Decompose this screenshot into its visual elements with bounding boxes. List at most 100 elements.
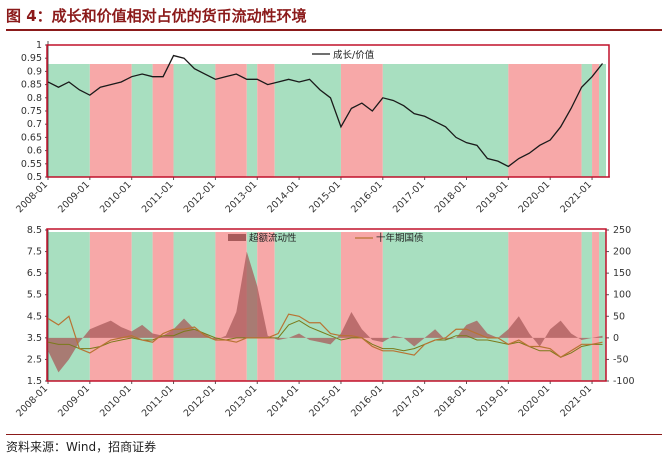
top-x-tick-label: 2011-01 <box>140 179 176 215</box>
regime-band-red <box>257 64 275 177</box>
top-x-tick-label: 2010-01 <box>98 179 134 215</box>
legend-label-growth-value: 成长/价值 <box>333 49 375 61</box>
bottom-x-tick-label: 2008-01 <box>14 383 50 419</box>
bottom-x-tick-label: 2019-01 <box>475 383 511 419</box>
bottom-right-y-tick-label: 0 <box>613 333 619 344</box>
regime-band-green <box>131 232 153 381</box>
top-y-tick-label: 0.6 <box>27 146 42 157</box>
bottom-x-tick-label: 2014-01 <box>265 383 301 419</box>
bottom-x-tick-label: 2016-01 <box>349 383 385 419</box>
regime-band-red <box>152 64 174 177</box>
top-legend-box <box>306 46 380 62</box>
top-highlight-frame <box>46 44 610 178</box>
regime-band-green <box>246 64 258 177</box>
top-x-tick-label: 2020-01 <box>516 179 552 215</box>
top-y-tick-label: 0.95 <box>21 53 42 64</box>
top-x-tick-label: 2021-01 <box>558 179 594 215</box>
top-x-tick-label: 2012-01 <box>182 179 218 215</box>
top-x-tick-label: 2013-01 <box>224 179 260 215</box>
top-x-tick-label: 2017-01 <box>391 179 427 215</box>
bottom-x-tick-label: 2018-01 <box>433 383 469 419</box>
bottom-right-y-tick-label: -100 <box>613 376 635 387</box>
bottom-right-y-tick-label: -50 <box>613 354 629 365</box>
series-line-ten-year-bond <box>47 313 603 359</box>
regime-band-green <box>581 232 593 381</box>
regime-band-red <box>257 232 275 381</box>
bottom-regime-bands <box>48 232 606 381</box>
bottom-lines <box>47 313 603 359</box>
regime-band-red <box>89 64 132 177</box>
bottom-highlight-frame <box>46 228 607 382</box>
top-x-tick-label: 2014-01 <box>265 179 301 215</box>
bottom-x-tick-label: 2021-01 <box>558 383 594 419</box>
legend-swatch-excess-liquidity <box>228 234 246 241</box>
regime-band-red <box>508 232 582 381</box>
bottom-x-tick-label: 2017-01 <box>391 383 427 419</box>
bottom-left-y-tick-label: 5.5 <box>27 290 42 301</box>
top-y-tick-label: 0.8 <box>27 93 42 104</box>
top-y-tick-label: 1 <box>36 40 42 51</box>
bottom-left-y-tick-label: 4.5 <box>27 311 42 322</box>
regime-band-red <box>592 64 600 177</box>
legend-label-excess-liquidity: 超额流动性 <box>249 232 297 244</box>
bottom-rule <box>6 434 662 435</box>
regime-band-green <box>274 232 341 381</box>
regime-band-red <box>508 64 582 177</box>
top-y-tick-label: 0.75 <box>21 106 42 117</box>
regime-band-green <box>382 64 509 177</box>
regime-band-red <box>215 64 247 177</box>
growth-value-line <box>47 54 604 168</box>
top-y-tick-label: 0.85 <box>21 80 42 91</box>
figure-title: 图 4：成长和价值相对占优的货币流动性环境 <box>6 7 307 25</box>
top-y-tick-label: 0.5 <box>27 172 42 183</box>
top-y-tick-label: 0.7 <box>27 119 42 130</box>
regime-band-red <box>592 232 600 381</box>
bottom-right-y-tick-label: 250 <box>613 225 631 236</box>
regime-band-green <box>173 232 216 381</box>
regime-band-green <box>382 232 509 381</box>
bottom-left-y-tick-label: 6.5 <box>27 268 42 279</box>
bottom-right-y-tick-label: 150 <box>613 268 631 279</box>
top-y-tick-label: 0.9 <box>27 66 42 77</box>
top-x-tick-label: 2016-01 <box>349 179 385 215</box>
top-y-tick-label: 0.65 <box>21 132 42 143</box>
chart-canvas: 0.50.550.60.650.70.750.80.850.90.9512008… <box>14 40 635 419</box>
bottom-left-y-tick-label: 8.5 <box>27 225 42 236</box>
bottom-x-tick-label: 2020-01 <box>516 383 552 419</box>
top-x-tick-label: 2019-01 <box>475 179 511 215</box>
regime-band-green <box>48 64 90 177</box>
bottom-x-tick-label: 2011-01 <box>140 383 176 419</box>
series-line-growth-value <box>47 54 604 168</box>
source-note: 资料来源：Wind，招商证券 <box>6 440 157 454</box>
top-x-tick-label: 2008-01 <box>14 179 50 215</box>
bottom-right-y-tick-label: 200 <box>613 247 631 258</box>
bottom-left-y-tick-label: 2.5 <box>27 354 42 365</box>
top-y-tick-label: 0.55 <box>21 159 42 170</box>
top-x-tick-label: 2018-01 <box>433 179 469 215</box>
top-x-tick-label: 2009-01 <box>56 179 92 215</box>
bottom-x-tick-label: 2013-01 <box>224 383 260 419</box>
bottom-x-tick-label: 2015-01 <box>307 383 343 419</box>
bottom-x-tick-label: 2010-01 <box>98 383 134 419</box>
regime-band-red <box>152 232 174 381</box>
regime-band-green <box>131 64 153 177</box>
top-x-tick-label: 2015-01 <box>307 179 343 215</box>
bottom-right-y-tick-label: 50 <box>613 311 625 322</box>
bottom-left-y-tick-label: 3.5 <box>27 333 42 344</box>
regime-band-green <box>599 64 606 177</box>
bottom-x-tick-label: 2009-01 <box>56 383 92 419</box>
regime-band-green <box>599 232 606 381</box>
title-rule <box>6 29 662 31</box>
regime-band-red <box>340 64 383 177</box>
bottom-right-y-tick-label: 100 <box>613 290 631 301</box>
regime-band-green <box>274 64 341 177</box>
bottom-left-y-tick-label: 1.5 <box>27 376 42 387</box>
regime-band-green <box>173 64 216 177</box>
top-regime-bands <box>48 64 606 177</box>
bottom-x-tick-label: 2012-01 <box>182 383 218 419</box>
bottom-left-y-tick-label: 7.5 <box>27 247 42 258</box>
regime-band-red <box>89 232 132 381</box>
regime-band-green <box>581 64 593 177</box>
regime-band-red <box>340 232 383 381</box>
